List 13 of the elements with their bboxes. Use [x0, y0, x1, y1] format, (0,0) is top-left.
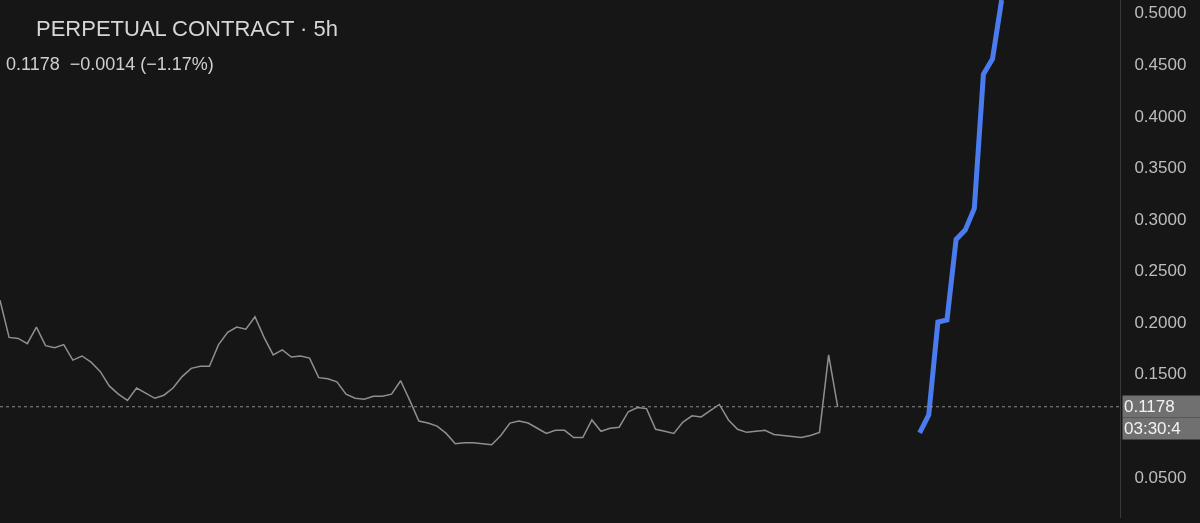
y-tick-label: 0.2000 [1134, 312, 1187, 332]
text: 03:30:4 [1124, 419, 1181, 438]
y-tick-label: 0.2500 [1134, 261, 1187, 281]
y-tick-label: 0.3000 [1134, 209, 1187, 229]
y-tick-label: 0.4000 [1134, 106, 1187, 126]
y-tick-label: 0.4500 [1134, 54, 1187, 74]
y-tick-label: 0.3500 [1134, 158, 1187, 178]
y-tick-label: 0.0500 [1134, 467, 1187, 487]
text: 0.1178 −0.0014 (−1.17%) [6, 54, 214, 74]
y-tick-label: 0.1500 [1134, 364, 1187, 384]
y-tick-label: 0.5000 [1134, 3, 1187, 23]
text: PERPETUAL CONTRACT · 5h [36, 16, 338, 41]
ref-line-label: 0.1178 [1124, 397, 1175, 416]
